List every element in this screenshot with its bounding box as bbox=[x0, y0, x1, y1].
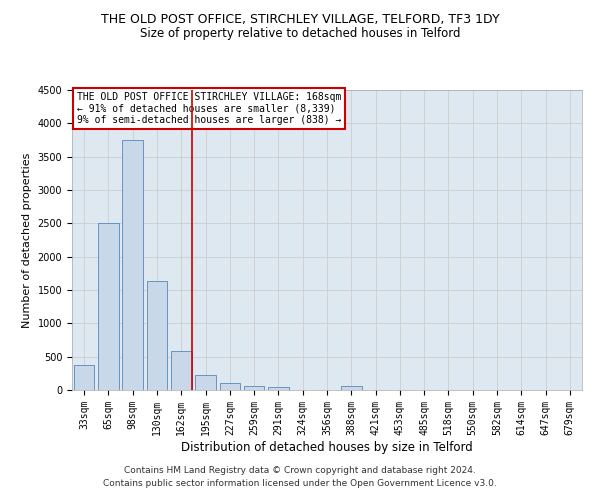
Bar bbox=[74, 366, 94, 390]
Bar bbox=[146, 280, 167, 390]
Bar bbox=[122, 140, 143, 390]
Bar bbox=[268, 388, 289, 390]
Bar bbox=[98, 224, 119, 390]
X-axis label: Distribution of detached houses by size in Telford: Distribution of detached houses by size … bbox=[181, 440, 473, 454]
Bar bbox=[341, 386, 362, 390]
Bar bbox=[220, 383, 240, 390]
Text: Contains HM Land Registry data © Crown copyright and database right 2024.
Contai: Contains HM Land Registry data © Crown c… bbox=[103, 466, 497, 487]
Y-axis label: Number of detached properties: Number of detached properties bbox=[22, 152, 32, 328]
Text: THE OLD POST OFFICE, STIRCHLEY VILLAGE, TELFORD, TF3 1DY: THE OLD POST OFFICE, STIRCHLEY VILLAGE, … bbox=[101, 12, 499, 26]
Bar bbox=[244, 386, 265, 390]
Bar bbox=[171, 350, 191, 390]
Text: THE OLD POST OFFICE STIRCHLEY VILLAGE: 168sqm
← 91% of detached houses are small: THE OLD POST OFFICE STIRCHLEY VILLAGE: 1… bbox=[77, 92, 341, 124]
Text: Size of property relative to detached houses in Telford: Size of property relative to detached ho… bbox=[140, 28, 460, 40]
Bar bbox=[195, 375, 216, 390]
